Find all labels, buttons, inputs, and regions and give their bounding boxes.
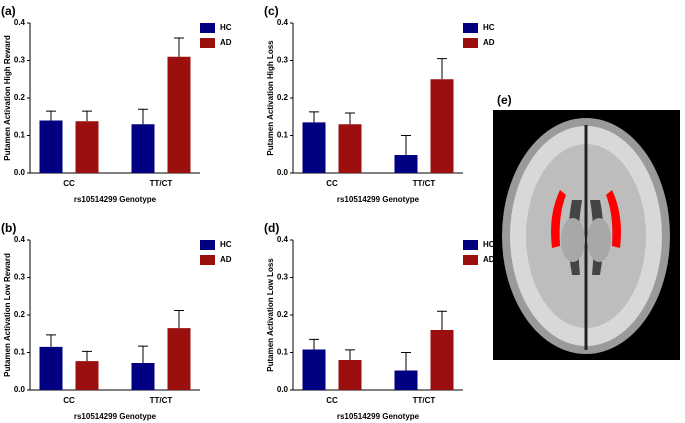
x-tick-label: CC [326, 179, 338, 188]
bar [430, 330, 454, 390]
bar [394, 370, 418, 390]
error-bar [437, 310, 447, 330]
x-tick-label: CC [326, 396, 338, 405]
legend-label: AD [220, 255, 232, 264]
legend-swatch [463, 255, 478, 265]
error-bar [401, 135, 411, 155]
x-axis-title: rs10514299 Genotype [74, 195, 157, 204]
y-tick-label: 0.2 [277, 310, 289, 319]
error-bar [437, 58, 447, 80]
panel-label: (b) [1, 221, 16, 235]
panel-label: (a) [1, 4, 16, 18]
x-tick-label: TT/CT [150, 179, 173, 188]
legend-label: HC [220, 240, 232, 249]
y-axis-title: Putamen Activation High Loss [266, 40, 275, 156]
legend-swatch [463, 240, 478, 250]
y-tick-label: 0.4 [14, 18, 26, 27]
x-axis-title: rs10514299 Genotype [74, 412, 157, 421]
bar [338, 360, 362, 390]
bar [167, 56, 191, 173]
error-bar [46, 110, 56, 121]
bar [39, 346, 63, 390]
bar [338, 124, 362, 173]
y-tick-label: 0.3 [277, 56, 289, 65]
y-tick-label: 0.3 [277, 273, 289, 282]
y-tick-label: 0.0 [277, 168, 289, 177]
legend-swatch [200, 255, 215, 265]
legend-label: AD [220, 38, 232, 47]
x-tick-label: TT/CT [150, 396, 173, 405]
bar [430, 79, 454, 173]
bar [75, 121, 99, 173]
x-tick-label: CC [63, 396, 75, 405]
y-tick-label: 0.2 [14, 310, 26, 319]
error-bar [345, 112, 355, 125]
bar [394, 155, 418, 173]
y-tick-label: 0.3 [14, 56, 26, 65]
y-tick-label: 0.0 [14, 168, 26, 177]
error-bar [345, 349, 355, 360]
bar [75, 361, 99, 390]
y-axis-title: Putamen Activation Low Reward [3, 253, 12, 377]
y-axis-title: Putamen Activation High Reward [3, 35, 12, 161]
x-tick-label: TT/CT [413, 396, 436, 405]
y-tick-label: 0.1 [14, 348, 26, 357]
brain-image: (e) [493, 93, 680, 360]
legend-label: HC [483, 240, 495, 249]
x-tick-label: TT/CT [413, 179, 436, 188]
error-bar [138, 345, 148, 363]
bar [302, 122, 326, 173]
panel-label: (d) [264, 221, 279, 235]
y-tick-label: 0.1 [277, 348, 289, 357]
legend-label: AD [483, 255, 495, 264]
legend-swatch [200, 23, 215, 33]
bar [167, 328, 191, 390]
legend-label: AD [483, 38, 495, 47]
error-bar [46, 334, 56, 347]
y-tick-label: 0.1 [14, 131, 26, 140]
y-tick-label: 0.1 [277, 131, 289, 140]
panel-label: (c) [264, 4, 279, 18]
legend-label: HC [220, 23, 232, 32]
legend-swatch [200, 240, 215, 250]
y-tick-label: 0.4 [277, 18, 289, 27]
y-tick-label: 0.2 [277, 93, 289, 102]
bar [302, 349, 326, 390]
error-bar [309, 338, 319, 350]
bar [39, 120, 63, 173]
y-axis-title: Putamen Activation Low Loss [266, 258, 275, 372]
x-tick-label: CC [63, 179, 75, 188]
y-tick-label: 0.0 [277, 385, 289, 394]
x-axis-title: rs10514299 Genotype [337, 195, 420, 204]
bar [131, 363, 155, 390]
legend-swatch [463, 23, 478, 33]
error-bar [309, 111, 319, 123]
y-tick-label: 0.0 [14, 385, 26, 394]
error-bar [174, 37, 184, 57]
y-tick-label: 0.3 [14, 273, 26, 282]
x-axis-title: rs10514299 Genotype [337, 412, 420, 421]
y-tick-label: 0.4 [14, 235, 26, 244]
error-bar [174, 310, 184, 329]
error-bar [138, 108, 148, 125]
legend-swatch [463, 38, 478, 48]
error-bar [82, 350, 92, 362]
error-bar [401, 352, 411, 371]
bar [131, 124, 155, 173]
panel-label: (e) [497, 93, 512, 107]
legend-label: HC [483, 23, 495, 32]
legend-swatch [200, 38, 215, 48]
y-tick-label: 0.4 [277, 235, 289, 244]
error-bar [82, 110, 92, 122]
y-tick-label: 0.2 [14, 93, 26, 102]
